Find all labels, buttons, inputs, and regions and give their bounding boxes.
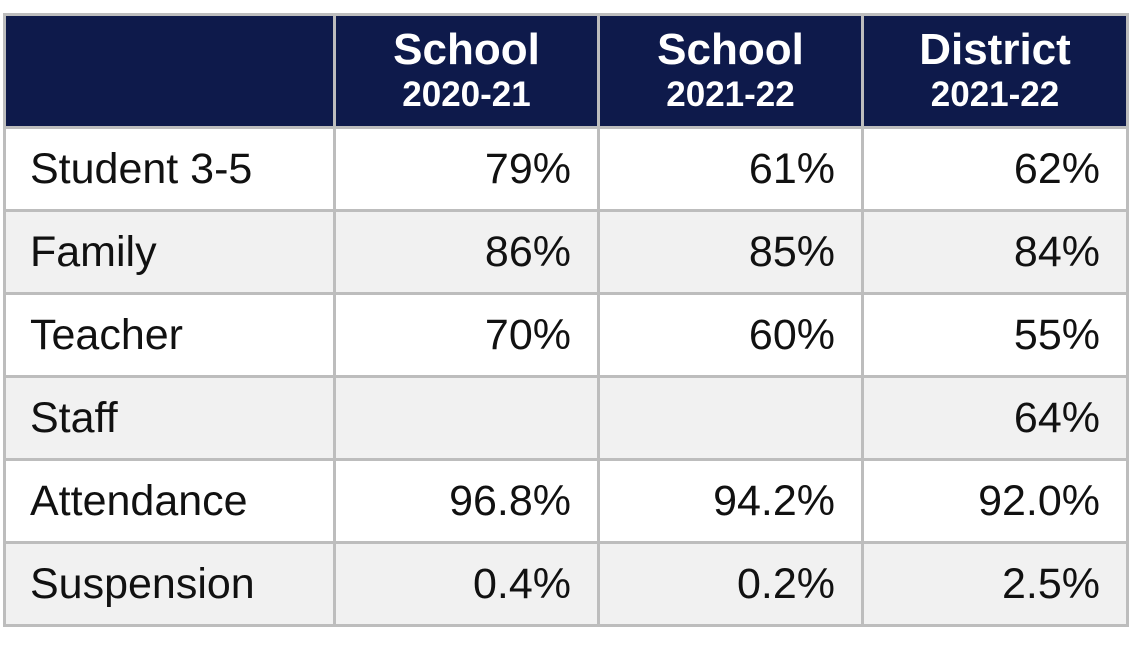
value-cell: 2.5% [861, 541, 1129, 627]
value-cell: 64% [861, 375, 1129, 461]
table-row: Attendance 96.8% 94.2% 92.0% [3, 458, 1129, 544]
row-label: Teacher [3, 292, 336, 378]
value-cell: 70% [333, 292, 600, 378]
row-label: Attendance [3, 458, 336, 544]
value-cell: 61% [597, 126, 864, 212]
header-cell: District 2021-22 [861, 13, 1129, 129]
header-cell: School 2021-22 [597, 13, 864, 129]
table-row: Student 3-5 79% 61% 62% [3, 126, 1129, 212]
table-body: Student 3-5 79% 61% 62% Family 86% 85% 84% Teach… [3, 126, 1129, 627]
value-cell: 60% [597, 292, 864, 378]
header-title: School [657, 25, 804, 74]
value-cell: 62% [861, 126, 1129, 212]
value-cell: 84% [861, 209, 1129, 295]
value-cell: 0.4% [333, 541, 600, 627]
value-cell: 92.0% [861, 458, 1129, 544]
header-title: District [919, 25, 1071, 74]
value-cell: 85% [597, 209, 864, 295]
header-title: School [393, 25, 540, 74]
header-cell: School 2020-21 [333, 13, 600, 129]
header-cell [3, 13, 336, 129]
table-container: School 2020-21 School 2021-22 District 2021-2… [3, 13, 1129, 627]
empty-cell [333, 375, 600, 461]
value-cell: 86% [333, 209, 600, 295]
header-year: 2020-21 [402, 75, 531, 114]
empty-cell [597, 375, 864, 461]
table: School 2020-21 School 2021-22 District 2021-2… [3, 13, 1129, 627]
value-cell: 55% [861, 292, 1129, 378]
header-year: 2021-22 [930, 75, 1060, 114]
value-cell: 96.8% [333, 458, 600, 544]
value-cell: 0.2% [597, 541, 864, 627]
table-row: Suspension 0.4% 0.2% 2.5% [3, 541, 1129, 627]
value-cell: 94.2% [597, 458, 864, 544]
table-row: Teacher 70% 60% 55% [3, 292, 1129, 378]
header-row: School 2020-21 School 2021-22 District 2021-2… [3, 13, 1129, 129]
table-row: Staff 64% [3, 375, 1129, 461]
table-row: Family 86% 85% 84% [3, 209, 1129, 295]
row-label: Student 3-5 [3, 126, 336, 212]
row-label: Family [3, 209, 336, 295]
header-year: 2021-22 [666, 75, 795, 114]
row-label: Suspension [3, 541, 336, 627]
row-label: Staff [3, 375, 336, 461]
value-cell: 79% [333, 126, 600, 212]
